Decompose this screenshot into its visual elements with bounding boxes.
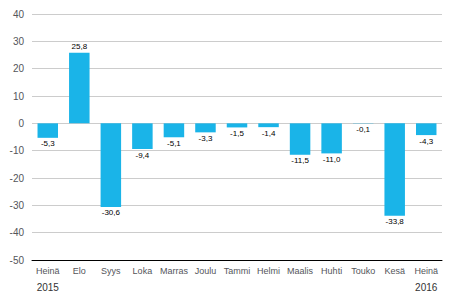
- svg-text:Huhti: Huhti: [321, 266, 342, 276]
- svg-text:-1,4: -1,4: [262, 129, 276, 138]
- svg-text:-9,4: -9,4: [135, 151, 149, 160]
- svg-text:2015: 2015: [37, 282, 60, 293]
- svg-text:-0,1: -0,1: [356, 125, 370, 134]
- svg-text:Joulu: Joulu: [195, 266, 217, 276]
- svg-text:-30: -30: [10, 200, 25, 211]
- svg-text:-5,1: -5,1: [167, 139, 181, 148]
- svg-text:Syys: Syys: [101, 266, 121, 276]
- svg-text:-4,3: -4,3: [419, 137, 433, 146]
- svg-text:Kesä: Kesä: [384, 266, 405, 276]
- svg-text:Heinä: Heinä: [414, 266, 438, 276]
- svg-text:-50: -50: [10, 255, 25, 266]
- svg-text:Elo: Elo: [73, 266, 86, 276]
- svg-text:-20: -20: [10, 173, 25, 184]
- svg-text:-1,5: -1,5: [230, 129, 244, 138]
- svg-text:-11,0: -11,0: [323, 155, 341, 164]
- svg-text:10: 10: [13, 91, 25, 102]
- svg-text:-5,3: -5,3: [41, 139, 55, 148]
- svg-text:Loka: Loka: [133, 266, 153, 276]
- svg-text:Touko: Touko: [351, 266, 375, 276]
- svg-text:40: 40: [13, 9, 25, 20]
- svg-text:Maalis: Maalis: [287, 266, 314, 276]
- svg-text:Marras: Marras: [160, 266, 189, 276]
- svg-text:2016: 2016: [415, 282, 438, 293]
- svg-text:25,8: 25,8: [72, 42, 88, 51]
- svg-text:-33,8: -33,8: [386, 217, 405, 226]
- svg-text:30: 30: [13, 36, 25, 47]
- svg-text:-10: -10: [10, 145, 25, 156]
- svg-text:-3,3: -3,3: [199, 134, 213, 143]
- svg-text:Helmi: Helmi: [257, 266, 280, 276]
- svg-text:0: 0: [18, 118, 24, 129]
- svg-text:-11,5: -11,5: [291, 156, 309, 165]
- svg-text:-30,6: -30,6: [102, 208, 121, 217]
- svg-text:Heinä: Heinä: [36, 266, 60, 276]
- svg-text:Tammi: Tammi: [224, 266, 251, 276]
- svg-text:20: 20: [13, 63, 25, 74]
- svg-text:-40: -40: [10, 227, 25, 238]
